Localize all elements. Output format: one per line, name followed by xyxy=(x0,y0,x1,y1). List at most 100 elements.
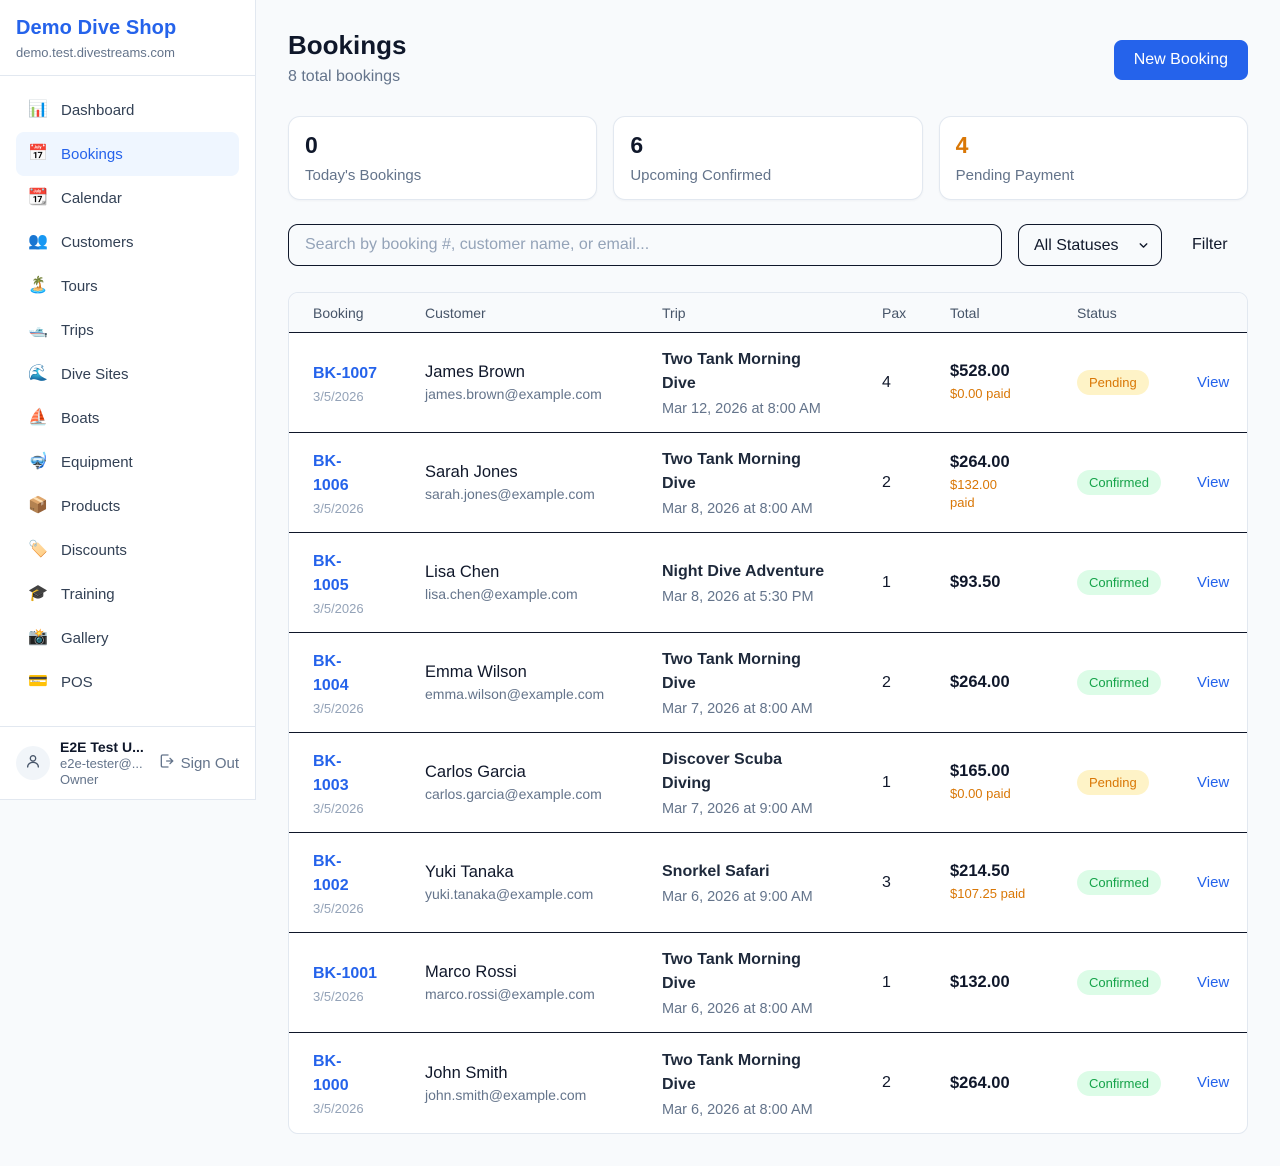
status-badge: Confirmed xyxy=(1077,570,1161,595)
sidebar-item-discounts[interactable]: 🏷️ Discounts xyxy=(16,528,239,572)
stats-cards: 0 Today's Bookings 6 Upcoming Confirmed … xyxy=(288,116,1248,200)
sidebar-item-label: Gallery xyxy=(61,629,109,647)
dive-sites-wave-icon: 🌊 xyxy=(28,365,48,382)
stat-value: 6 xyxy=(630,132,644,158)
discounts-tag-icon: 🏷️ xyxy=(28,541,48,558)
view-link[interactable]: View xyxy=(1197,673,1230,691)
user-name: E2E Test U... xyxy=(60,739,144,755)
new-booking-button[interactable]: New Booking xyxy=(1113,40,1248,80)
page-header: Bookings 8 total bookings New Booking xyxy=(288,30,1248,86)
booking-number-link[interactable]: BK- 1006 xyxy=(313,452,349,494)
customer-name: Carlos Garcia xyxy=(425,763,526,781)
actions-cell: View xyxy=(1197,374,1229,392)
view-link[interactable]: View xyxy=(1197,873,1230,891)
customer-email: sarah.jones@example.com xyxy=(425,486,595,502)
booking-date: 3/5/2026 xyxy=(313,800,364,816)
table-row: BK- 1000 3/5/2026 John Smith john.smith@… xyxy=(289,1033,1247,1133)
status-filter-select[interactable]: All Statuses xyxy=(1019,225,1161,265)
trip-name: Two Tank Morning Dive xyxy=(662,1051,801,1093)
view-link[interactable]: View xyxy=(1197,473,1230,491)
sidebar-item-pos[interactable]: 💳 POS xyxy=(16,660,239,704)
status-cell: Confirmed xyxy=(1077,970,1197,995)
table-row: BK- 1003 3/5/2026 Carlos Garcia carlos.g… xyxy=(289,733,1247,833)
shop-domain: demo.test.divestreams.com xyxy=(16,45,175,60)
view-link[interactable]: View xyxy=(1197,373,1230,391)
customer-email: marco.rossi@example.com xyxy=(425,986,595,1002)
sidebar-item-customers[interactable]: 👥 Customers xyxy=(16,220,239,264)
sidebar-item-label: Discounts xyxy=(61,541,127,559)
trip-datetime: Mar 12, 2026 at 8:00 AM xyxy=(662,401,821,417)
table-header-row: Booking Customer Trip Pax Total Status xyxy=(289,293,1247,333)
trip-cell: Night Dive Adventure Mar 8, 2026 at 5:30… xyxy=(662,560,882,605)
status-cell: Confirmed xyxy=(1077,870,1197,895)
view-link[interactable]: View xyxy=(1197,573,1230,591)
actions-cell: View xyxy=(1197,874,1229,892)
sidebar-item-dashboard[interactable]: 📊 Dashboard xyxy=(16,88,239,132)
stat-label: Pending Payment xyxy=(955,167,1075,184)
user-email: e2e-tester@... xyxy=(60,756,143,771)
pax-count: 2 xyxy=(882,1074,891,1091)
user-role: Owner xyxy=(60,772,99,787)
sidebar: Demo Dive Shop demo.test.divestreams.com… xyxy=(0,0,256,800)
booking-number-link[interactable]: BK- 1004 xyxy=(313,652,349,694)
status-badge: Confirmed xyxy=(1077,470,1161,495)
sidebar-item-tours[interactable]: 🏝️ Tours xyxy=(16,264,239,308)
view-link[interactable]: View xyxy=(1197,1074,1230,1091)
brand-header: Demo Dive Shop demo.test.divestreams.com xyxy=(0,0,255,76)
sidebar-item-trips[interactable]: 🛥️ Trips xyxy=(16,308,239,352)
customer-name: John Smith xyxy=(425,1063,508,1082)
customer-email: yuki.tanaka@example.com xyxy=(425,886,594,902)
trip-cell: Two Tank Morning Dive Mar 6, 2026 at 8:0… xyxy=(662,1049,882,1118)
customer-name: Lisa Chen xyxy=(425,563,500,581)
trip-name: Discover Scuba Diving xyxy=(662,751,783,792)
sidebar-item-label: Dive Sites xyxy=(61,365,129,383)
total-cell: $528.00 $0.00 paid xyxy=(950,362,1077,403)
pax-count: 1 xyxy=(882,773,891,791)
sidebar-item-training[interactable]: 🎓 Training xyxy=(16,572,239,616)
search-input[interactable] xyxy=(288,224,1002,266)
total-amount: $528.00 xyxy=(950,361,1010,380)
sign-out-button[interactable]: Sign Out xyxy=(158,753,239,773)
trip-datetime: Mar 7, 2026 at 9:00 AM xyxy=(662,801,813,817)
sidebar-item-calendar[interactable]: 📆 Calendar xyxy=(16,176,239,220)
page-title: Bookings xyxy=(288,30,407,60)
booking-number-link[interactable]: BK- 1000 xyxy=(313,1053,349,1094)
pax-count: 3 xyxy=(882,873,891,891)
customer-email: carlos.garcia@example.com xyxy=(425,786,602,802)
customer-name: James Brown xyxy=(425,363,525,381)
booking-number-link[interactable]: BK-1001 xyxy=(313,964,378,982)
booking-number-link[interactable]: BK- 1003 xyxy=(313,752,349,794)
total-amount: $264.00 xyxy=(950,673,1010,691)
table-row: BK- 1004 3/5/2026 Emma Wilson emma.wilso… xyxy=(289,633,1247,733)
products-package-icon: 📦 xyxy=(28,497,48,514)
bookings-table-body: BK-1007 3/5/2026 James Brown james.brown… xyxy=(289,333,1247,1133)
filter-button[interactable]: Filter xyxy=(1178,236,1242,254)
booking-number-link[interactable]: BK-1007 xyxy=(313,364,378,382)
view-link[interactable]: View xyxy=(1197,773,1230,791)
trip-datetime: Mar 7, 2026 at 8:00 AM xyxy=(662,701,813,717)
sidebar-item-products[interactable]: 📦 Products xyxy=(16,484,239,528)
customer-email: james.brown@example.com xyxy=(425,386,602,402)
trip-datetime: Mar 8, 2026 at 5:30 PM xyxy=(662,589,814,605)
trip-name: Two Tank Morning Dive xyxy=(662,451,801,492)
view-link[interactable]: View xyxy=(1197,973,1230,991)
trip-cell: Two Tank Morning Dive Mar 8, 2026 at 8:0… xyxy=(662,448,882,517)
pax-count: 2 xyxy=(882,473,891,491)
status-badge: Confirmed xyxy=(1077,670,1161,695)
booking-cell: BK-1001 3/5/2026 xyxy=(313,962,425,1004)
table-row: BK-1001 3/5/2026 Marco Rossi marco.rossi… xyxy=(289,933,1247,1033)
trip-datetime: Mar 6, 2026 at 9:00 AM xyxy=(662,889,813,905)
booking-number-link[interactable]: BK- 1002 xyxy=(313,852,349,894)
pos-card-icon: 💳 xyxy=(28,673,48,690)
sidebar-item-gallery[interactable]: 📸 Gallery xyxy=(16,616,239,660)
sidebar-item-equipment[interactable]: 🤿 Equipment xyxy=(16,440,239,484)
sidebar-item-label: Equipment xyxy=(61,453,133,471)
sidebar-item-boats[interactable]: ⛵ Boats xyxy=(16,396,239,440)
sidebar-item-label: Training xyxy=(61,585,115,603)
sidebar-item-dive-sites[interactable]: 🌊 Dive Sites xyxy=(16,352,239,396)
booking-number-link[interactable]: BK- 1005 xyxy=(313,552,349,594)
total-cell: $264.00 $132.00 paid xyxy=(950,453,1077,512)
trip-datetime: Mar 6, 2026 at 8:00 AM xyxy=(662,1001,813,1017)
paid-amount: $0.00 paid xyxy=(950,385,1011,401)
sidebar-item-bookings[interactable]: 📅 Bookings xyxy=(16,132,239,176)
